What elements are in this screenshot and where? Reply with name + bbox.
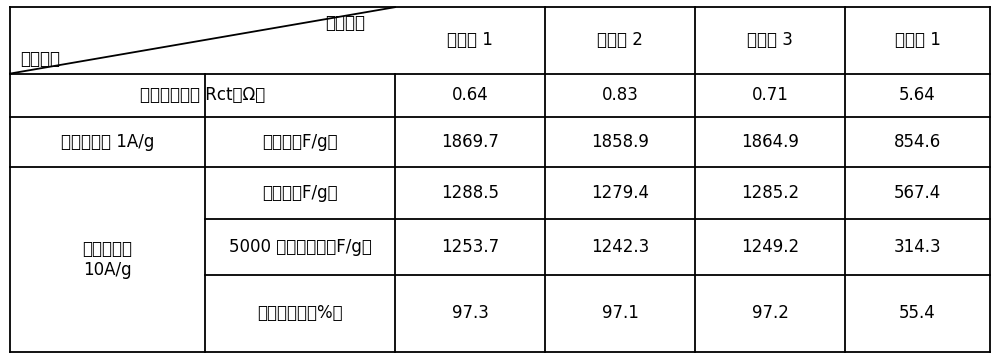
Text: 1285.2: 1285.2 (741, 184, 799, 202)
Text: 1869.7: 1869.7 (441, 133, 499, 151)
Text: 对比例 1: 对比例 1 (895, 31, 940, 50)
Text: 实施例 3: 实施例 3 (747, 31, 793, 50)
Text: 854.6: 854.6 (894, 133, 941, 151)
Text: 1279.4: 1279.4 (591, 184, 649, 202)
Text: 567.4: 567.4 (894, 184, 941, 202)
Text: 测试项目: 测试项目 (20, 50, 60, 68)
Text: 5.64: 5.64 (899, 86, 936, 104)
Text: 1864.9: 1864.9 (741, 133, 799, 151)
Text: 比容量（F/g）: 比容量（F/g） (262, 184, 338, 202)
Text: 实施例 1: 实施例 1 (447, 31, 493, 50)
Text: 1253.7: 1253.7 (441, 238, 499, 256)
Text: 0.64: 0.64 (452, 86, 488, 104)
Text: 5000 圈后比容量（F/g）: 5000 圈后比容量（F/g） (229, 238, 371, 256)
Text: 电荷转移电阻 Rct（Ω）: 电荷转移电阻 Rct（Ω） (140, 86, 265, 104)
Text: 循环稳定性（%）: 循环稳定性（%） (257, 304, 343, 322)
Text: 1288.5: 1288.5 (441, 184, 499, 202)
Text: 0.83: 0.83 (602, 86, 638, 104)
Text: 97.3: 97.3 (452, 304, 488, 322)
Text: 1249.2: 1249.2 (741, 238, 799, 256)
Text: 1242.3: 1242.3 (591, 238, 649, 256)
Text: 0.71: 0.71 (752, 86, 788, 104)
Text: 97.2: 97.2 (752, 304, 788, 322)
Text: 比容量（F/g）: 比容量（F/g） (262, 133, 338, 151)
Text: 55.4: 55.4 (899, 304, 936, 322)
Text: 测试编号: 测试编号 (325, 14, 365, 32)
Text: 314.3: 314.3 (894, 238, 941, 256)
Text: 电流密度为 1A/g: 电流密度为 1A/g (61, 133, 154, 151)
Text: 电流密度为
10A/g: 电流密度为 10A/g (82, 240, 132, 279)
Text: 97.1: 97.1 (602, 304, 638, 322)
Text: 1858.9: 1858.9 (591, 133, 649, 151)
Text: 实施例 2: 实施例 2 (597, 31, 643, 50)
